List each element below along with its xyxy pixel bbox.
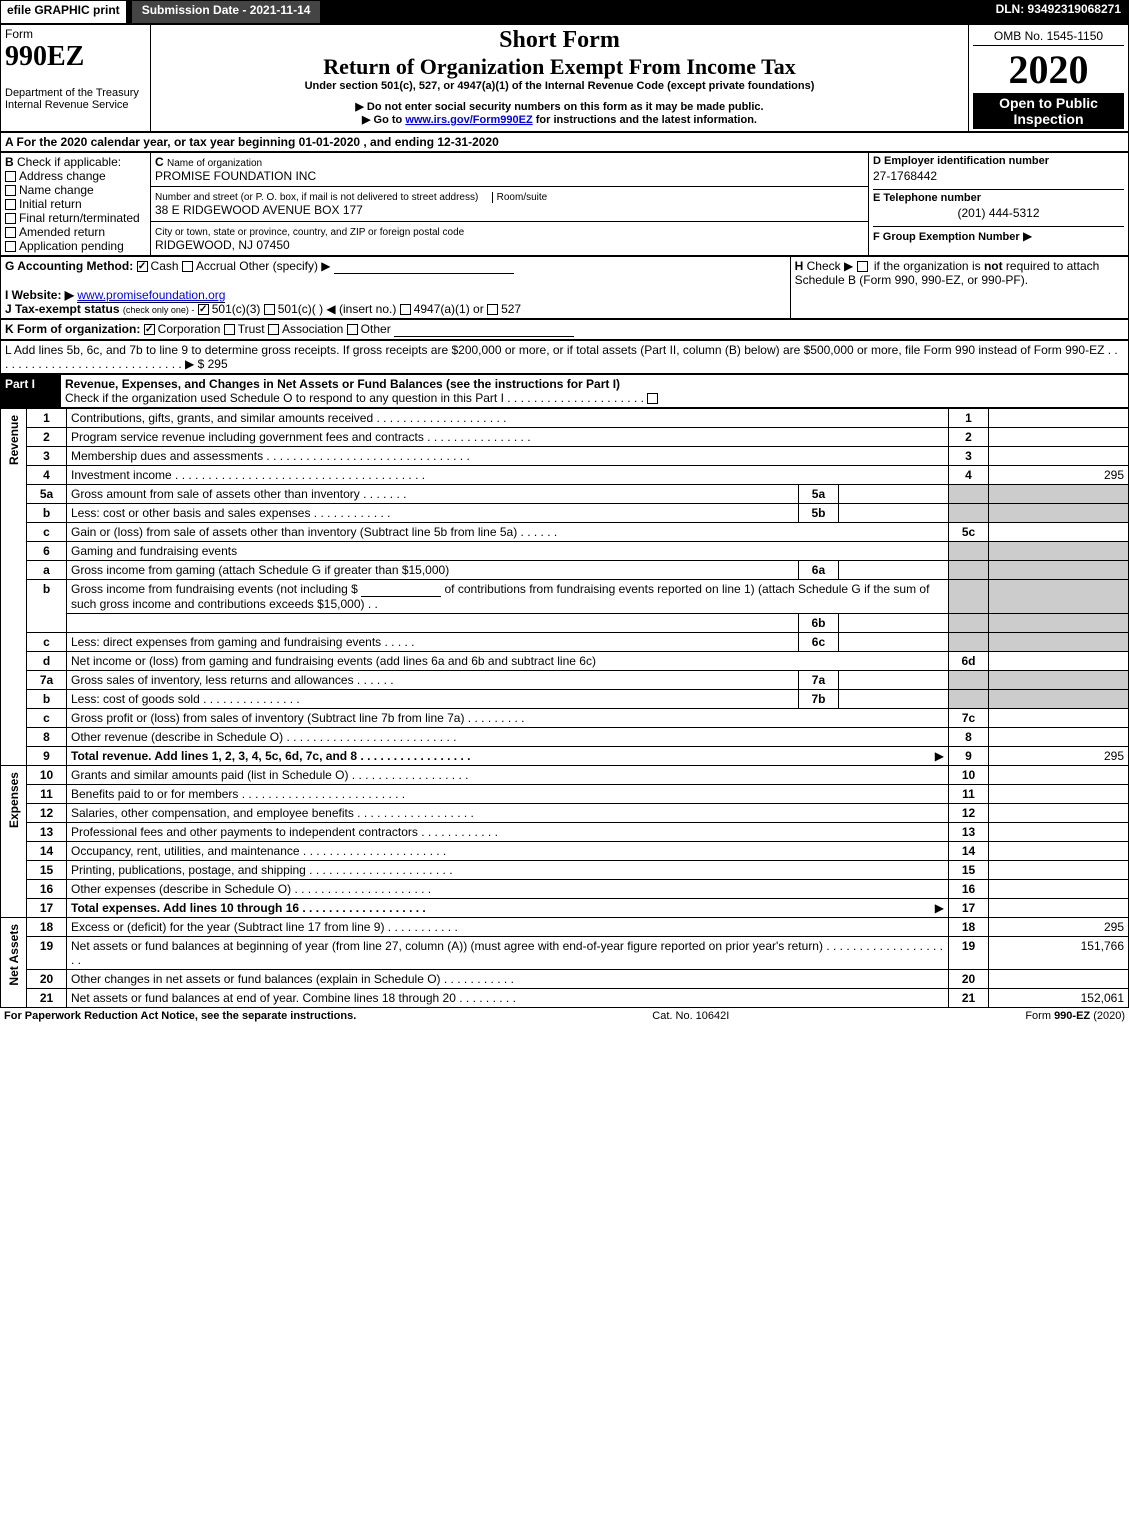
- phone-value: (201) 444-5312: [873, 204, 1124, 226]
- short-form-title: Short Form: [155, 27, 964, 54]
- section-c-label: C: [155, 155, 164, 169]
- ein-value: 27-1768442: [873, 167, 1124, 189]
- arrow-icon: ▶: [1023, 229, 1032, 243]
- omb-label: OMB No. 1545-1150: [973, 27, 1124, 46]
- checkbox-501c3[interactable]: [198, 304, 209, 315]
- expenses-section-label: Expenses: [5, 768, 23, 832]
- line-l: L Add lines 5b, 6c, and 7b to line 9 to …: [1, 341, 1129, 374]
- checkbox-initial-return[interactable]: [5, 199, 16, 210]
- part-1-title: Revenue, Expenses, and Changes in Net As…: [65, 377, 620, 391]
- checkbox-corporation[interactable]: [144, 324, 155, 335]
- room-suite-label: Room/suite: [492, 192, 548, 203]
- netassets-section-label: Net Assets: [5, 920, 23, 990]
- form-word: Form: [5, 27, 146, 41]
- name-of-org-label: Name of organization: [167, 158, 262, 169]
- period-line-a: A For the 2020 calendar year, or tax yea…: [1, 133, 1129, 152]
- line-k-label: K Form of organization:: [5, 322, 140, 336]
- irs-label: Internal Revenue Service: [5, 99, 146, 111]
- checkbox-527[interactable]: [487, 304, 498, 315]
- checkbox-association[interactable]: [268, 324, 279, 335]
- website-link[interactable]: www.promisefoundation.org: [77, 288, 225, 303]
- line-h-label: H: [795, 259, 804, 273]
- city-value: RIDGEWOOD, NJ 07450: [155, 238, 290, 252]
- form-number: 990EZ: [5, 41, 146, 73]
- dept-label: Department of the Treasury: [5, 87, 146, 99]
- checkbox-schedule-b[interactable]: [857, 261, 868, 272]
- checkbox-name-change[interactable]: [5, 185, 16, 196]
- checkbox-501c[interactable]: [264, 304, 275, 315]
- phone-label: E Telephone number: [873, 189, 1124, 204]
- part-1-check-line: Check if the organization used Schedule …: [65, 391, 647, 405]
- line-g-label: G Accounting Method:: [5, 259, 133, 273]
- dln-label: DLN: 93492319068271: [988, 0, 1129, 24]
- warning-2: ▶ Go to www.irs.gov/Form990EZ for instru…: [155, 113, 964, 126]
- checkbox-final-return[interactable]: [5, 213, 16, 224]
- footer-right: Form 990-EZ (2020): [1025, 1010, 1125, 1022]
- form-header: Form 990EZ Department of the Treasury In…: [0, 24, 1129, 132]
- main-title: Return of Organization Exempt From Incom…: [155, 54, 964, 80]
- org-info-block: B Check if applicable: Address change Na…: [0, 152, 1129, 256]
- group-exemption-label: F Group Exemption Number: [873, 231, 1020, 243]
- addr-label: Number and street (or P. O. box, if mail…: [155, 192, 478, 203]
- warning-1: ▶ Do not enter social security numbers o…: [155, 100, 964, 113]
- subtitle: Under section 501(c), 527, or 4947(a)(1)…: [155, 80, 964, 92]
- checkbox-trust[interactable]: [224, 324, 235, 335]
- part-1-label: Part I: [1, 375, 61, 408]
- efile-label: efile GRAPHIC print: [0, 0, 127, 24]
- revenue-section-label: Revenue: [5, 411, 23, 469]
- org-name: PROMISE FOUNDATION INC: [155, 169, 316, 183]
- checkbox-4947[interactable]: [400, 304, 411, 315]
- submission-date-button[interactable]: Submission Date - 2021-11-14: [131, 0, 322, 24]
- tax-year: 2020: [973, 46, 1124, 93]
- lines-table: Revenue 1 Contributions, gifts, grants, …: [0, 408, 1129, 1008]
- checkbox-other-org[interactable]: [347, 324, 358, 335]
- footer-cat: Cat. No. 10642I: [652, 1010, 729, 1022]
- line-j-label: J Tax-exempt status: [5, 302, 120, 316]
- checkbox-address-change[interactable]: [5, 171, 16, 182]
- checkbox-application-pending[interactable]: [5, 241, 16, 252]
- checkbox-amended-return[interactable]: [5, 227, 16, 238]
- open-public: Open to Public Inspection: [973, 93, 1124, 129]
- checkbox-schedule-o-part1[interactable]: [647, 393, 658, 404]
- addr-value: 38 E RIDGEWOOD AVENUE BOX 177: [155, 203, 363, 217]
- checkbox-accrual[interactable]: [182, 261, 193, 272]
- line-i-label: I Website: ▶: [5, 288, 74, 302]
- city-label: City or town, state or province, country…: [155, 227, 464, 238]
- check-if-applicable: Check if applicable:: [17, 155, 121, 169]
- irs-link[interactable]: www.irs.gov/Form990EZ: [405, 114, 532, 126]
- top-bar: efile GRAPHIC print Submission Date - 20…: [0, 0, 1129, 24]
- section-b-label: B: [5, 155, 14, 169]
- checkbox-cash[interactable]: [137, 261, 148, 272]
- ein-label: D Employer identification number: [873, 155, 1124, 167]
- page-footer: For Paperwork Reduction Act Notice, see …: [0, 1008, 1129, 1024]
- footer-left: For Paperwork Reduction Act Notice, see …: [4, 1010, 356, 1022]
